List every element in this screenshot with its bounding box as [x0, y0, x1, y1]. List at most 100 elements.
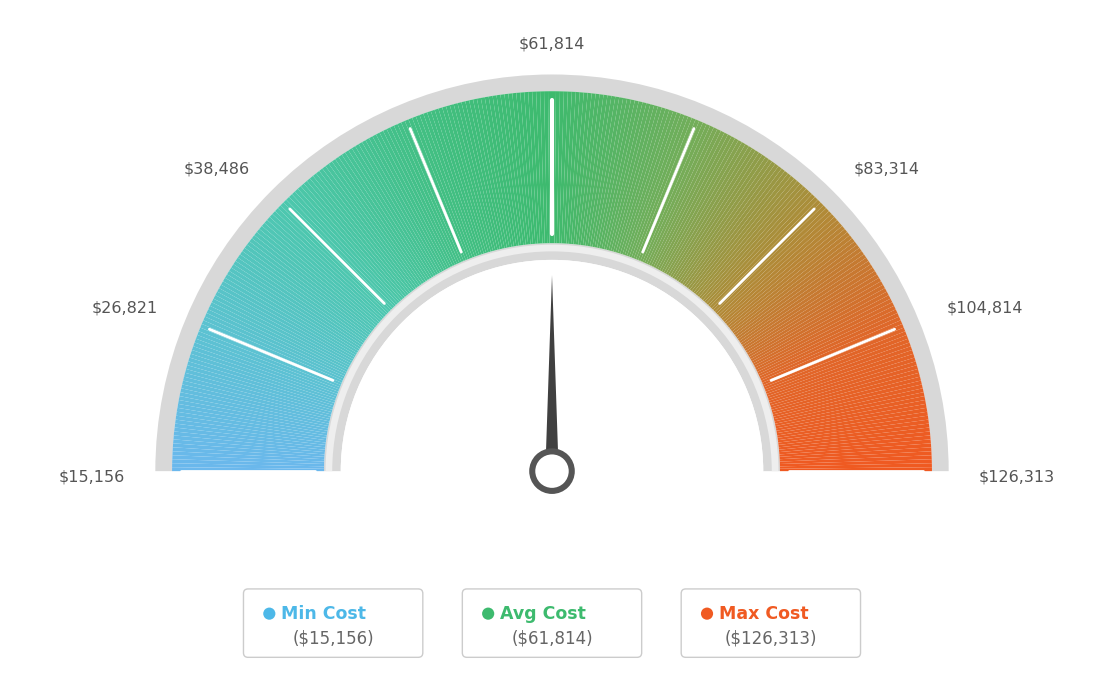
Wedge shape: [465, 100, 502, 249]
Wedge shape: [365, 138, 443, 273]
Wedge shape: [278, 206, 389, 313]
Wedge shape: [627, 112, 681, 257]
Wedge shape: [172, 463, 325, 469]
Wedge shape: [376, 132, 448, 269]
Wedge shape: [744, 268, 875, 351]
Wedge shape: [778, 428, 930, 447]
Wedge shape: [180, 388, 329, 424]
Wedge shape: [401, 121, 464, 262]
Wedge shape: [724, 223, 842, 324]
Wedge shape: [590, 97, 619, 247]
Wedge shape: [205, 313, 344, 378]
Text: $61,814: $61,814: [519, 37, 585, 52]
Wedge shape: [217, 288, 352, 364]
Wedge shape: [505, 94, 526, 245]
Wedge shape: [767, 346, 912, 398]
Wedge shape: [173, 435, 325, 452]
Wedge shape: [369, 137, 444, 271]
Text: Avg Cost: Avg Cost: [500, 604, 585, 622]
Wedge shape: [188, 362, 333, 408]
Wedge shape: [352, 146, 434, 277]
Wedge shape: [658, 135, 732, 270]
Wedge shape: [629, 114, 684, 257]
Wedge shape: [257, 229, 376, 328]
Wedge shape: [766, 342, 911, 396]
Wedge shape: [779, 467, 932, 471]
Text: $126,313: $126,313: [979, 470, 1055, 484]
Polygon shape: [545, 275, 559, 471]
Wedge shape: [703, 186, 806, 302]
Wedge shape: [595, 98, 627, 248]
Wedge shape: [773, 377, 921, 417]
Wedge shape: [219, 284, 353, 362]
Wedge shape: [775, 388, 924, 424]
Wedge shape: [198, 331, 340, 389]
Wedge shape: [736, 248, 862, 339]
Wedge shape: [554, 91, 560, 243]
Wedge shape: [680, 157, 768, 284]
Wedge shape: [481, 97, 511, 247]
Wedge shape: [346, 150, 429, 280]
Wedge shape: [380, 131, 450, 268]
Wedge shape: [192, 346, 337, 398]
Wedge shape: [774, 380, 922, 419]
Wedge shape: [184, 373, 332, 415]
Wedge shape: [573, 93, 592, 244]
Wedge shape: [576, 93, 596, 245]
Wedge shape: [500, 95, 523, 245]
Wedge shape: [250, 238, 372, 333]
Text: $104,814: $104,814: [946, 300, 1023, 315]
Wedge shape: [172, 455, 325, 464]
Wedge shape: [645, 124, 710, 264]
Wedge shape: [765, 335, 909, 392]
Wedge shape: [275, 208, 388, 315]
Wedge shape: [688, 166, 782, 290]
Wedge shape: [259, 226, 378, 326]
Wedge shape: [604, 101, 643, 250]
Wedge shape: [362, 140, 440, 274]
Text: $26,821: $26,821: [92, 300, 158, 315]
Wedge shape: [768, 350, 913, 401]
Wedge shape: [696, 176, 794, 295]
Wedge shape: [742, 261, 871, 347]
Wedge shape: [383, 129, 453, 267]
Wedge shape: [779, 443, 931, 457]
Wedge shape: [326, 245, 778, 471]
Wedge shape: [754, 295, 891, 368]
Wedge shape: [319, 168, 414, 291]
Wedge shape: [778, 424, 930, 445]
Wedge shape: [316, 171, 412, 293]
Wedge shape: [564, 92, 576, 244]
Wedge shape: [602, 100, 639, 249]
Wedge shape: [177, 408, 327, 435]
Wedge shape: [427, 111, 479, 256]
Wedge shape: [454, 103, 496, 251]
Wedge shape: [763, 328, 905, 387]
Wedge shape: [242, 248, 368, 339]
Wedge shape: [597, 99, 631, 248]
Wedge shape: [223, 278, 355, 357]
Wedge shape: [698, 179, 797, 297]
Wedge shape: [733, 241, 857, 335]
Wedge shape: [185, 369, 332, 412]
Wedge shape: [704, 189, 809, 304]
Wedge shape: [606, 102, 647, 250]
Wedge shape: [528, 92, 540, 244]
Wedge shape: [728, 229, 847, 328]
Circle shape: [263, 608, 275, 620]
Wedge shape: [666, 142, 745, 275]
Wedge shape: [237, 255, 364, 343]
Wedge shape: [416, 115, 473, 258]
Wedge shape: [386, 128, 455, 266]
Wedge shape: [264, 220, 381, 322]
Wedge shape: [240, 251, 367, 341]
Wedge shape: [656, 132, 728, 269]
Wedge shape: [620, 108, 669, 255]
Wedge shape: [566, 92, 580, 244]
Wedge shape: [654, 131, 724, 268]
Text: ($61,814): ($61,814): [511, 629, 593, 647]
FancyBboxPatch shape: [244, 589, 423, 658]
Wedge shape: [508, 93, 528, 245]
Wedge shape: [405, 119, 466, 261]
Wedge shape: [269, 214, 384, 319]
